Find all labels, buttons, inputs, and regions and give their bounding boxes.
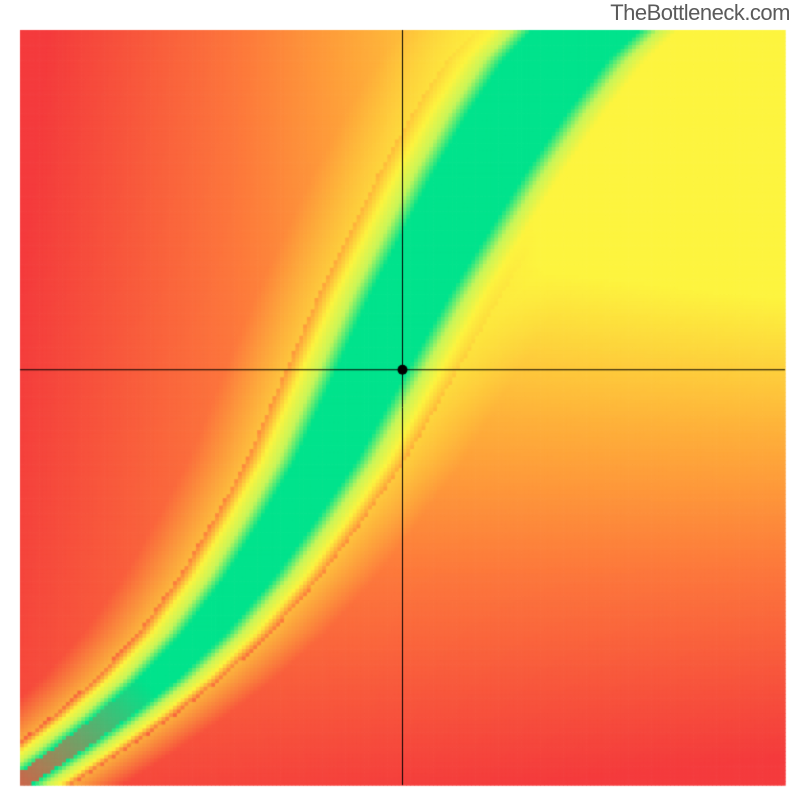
chart-container: { "watermark": "TheBottleneck.com", "cha…	[0, 0, 800, 800]
watermark-text: TheBottleneck.com	[610, 0, 790, 26]
heatmap-canvas	[0, 0, 800, 800]
